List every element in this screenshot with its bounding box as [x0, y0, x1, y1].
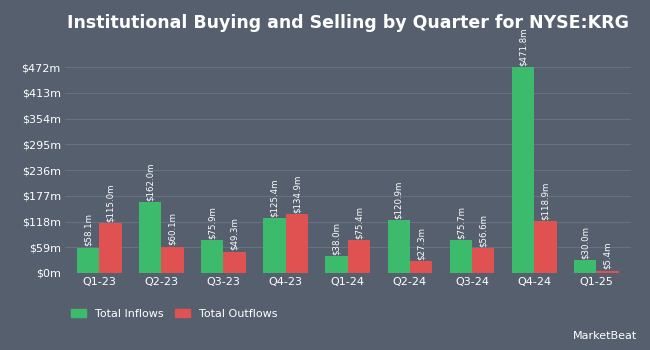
Text: $30.0m: $30.0m	[580, 226, 590, 259]
Bar	[534, 221, 556, 273]
Bar	[224, 252, 246, 273]
Bar	[596, 271, 619, 273]
Text: $75.7m: $75.7m	[456, 206, 465, 239]
Text: $58.1m: $58.1m	[83, 214, 92, 246]
Bar	[201, 240, 224, 273]
Bar	[472, 248, 495, 273]
Text: $56.6m: $56.6m	[478, 214, 488, 247]
Legend: Total Inflows, Total Outflows: Total Inflows, Total Outflows	[71, 309, 278, 319]
Text: $60.1m: $60.1m	[168, 212, 177, 245]
Text: $75.9m: $75.9m	[208, 206, 217, 239]
Text: $162.0m: $162.0m	[146, 163, 155, 201]
Text: $134.9m: $134.9m	[292, 175, 302, 213]
Bar	[263, 218, 285, 273]
Bar	[77, 248, 99, 273]
Text: $125.4m: $125.4m	[270, 178, 279, 217]
Text: $5.4m: $5.4m	[603, 242, 612, 270]
Text: $471.8m: $471.8m	[519, 28, 528, 66]
Title: Institutional Buying and Selling by Quarter for NYSE:KRG: Institutional Buying and Selling by Quar…	[67, 14, 629, 32]
Text: $115.0m: $115.0m	[106, 183, 115, 222]
Bar	[387, 220, 410, 273]
Text: $38.0m: $38.0m	[332, 222, 341, 255]
Text: $118.9m: $118.9m	[541, 182, 550, 220]
Bar	[512, 67, 534, 273]
Bar	[574, 260, 596, 273]
Bar	[450, 240, 472, 273]
Bar	[326, 257, 348, 273]
Text: $75.4m: $75.4m	[354, 206, 363, 239]
Text: MarketBeat: MarketBeat	[573, 331, 637, 341]
Text: $120.9m: $120.9m	[394, 181, 403, 219]
Bar	[348, 240, 370, 273]
Bar	[161, 247, 184, 273]
Bar	[139, 202, 161, 273]
Bar	[410, 261, 432, 273]
Bar	[99, 223, 122, 273]
Text: $49.3m: $49.3m	[230, 217, 239, 250]
Bar	[285, 214, 308, 273]
Text: $27.3m: $27.3m	[417, 227, 426, 260]
